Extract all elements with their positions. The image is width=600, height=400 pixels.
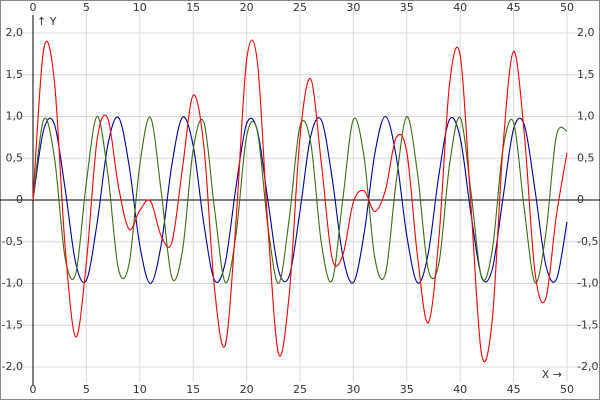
x-tick-label: 25 [293,383,307,396]
y-tick-label: 0 [577,193,584,206]
y-tick-label: 2,0 [577,26,595,39]
y-tick-label: 1,5 [6,68,24,81]
y-axis-label: ↑ Y [37,15,57,28]
x-tick-label: 45 [507,1,521,14]
x-axis-label: X → [542,368,562,381]
x-tick-label: 50 [560,383,574,396]
x-tick-label: 15 [186,1,200,14]
x-tick-label: 5 [83,1,90,14]
y-tick-label: -1,5 [2,318,23,331]
x-tick-label: 0 [30,1,37,14]
y-tick-label: -1,0 [577,277,598,290]
x-tick-label: 30 [346,1,360,14]
x-tick-label: 45 [507,383,521,396]
x-tick-label: 35 [400,1,414,14]
series-line [32,116,568,284]
y-tick-label: 1,5 [577,68,595,81]
x-tick-label: 20 [240,383,254,396]
y-tick-label: -1,0 [2,277,23,290]
x-tick-label: 40 [453,1,467,14]
x-tick-label: 40 [453,383,467,396]
y-tick-label: -0,5 [577,235,598,248]
x-tick-label: 50 [560,1,574,14]
y-tick-label: -2,0 [577,360,598,373]
y-tick-label: 2,0 [6,26,24,39]
y-tick-label: -2,0 [2,360,23,373]
x-tick-label: 20 [240,1,254,14]
x-tick-label: 30 [346,383,360,396]
x-tick-label: 10 [133,383,147,396]
x-tick-label: 35 [400,383,414,396]
y-tick-label: -0,5 [2,235,23,248]
y-tick-label: 1,0 [6,110,24,123]
series-line [32,39,568,363]
x-tick-label: 10 [133,1,147,14]
x-tick-label: 25 [293,1,307,14]
y-tick-label: 0,5 [577,151,595,164]
y-tick-label: 1,0 [577,110,595,123]
y-tick-label: 0,5 [6,151,24,164]
x-tick-label: 0 [30,383,37,396]
x-tick-label: 5 [83,383,90,396]
y-tick-label: -1,5 [577,318,598,331]
x-tick-label: 15 [186,383,200,396]
plot [32,39,568,363]
y-tick-label: 0 [16,193,23,206]
